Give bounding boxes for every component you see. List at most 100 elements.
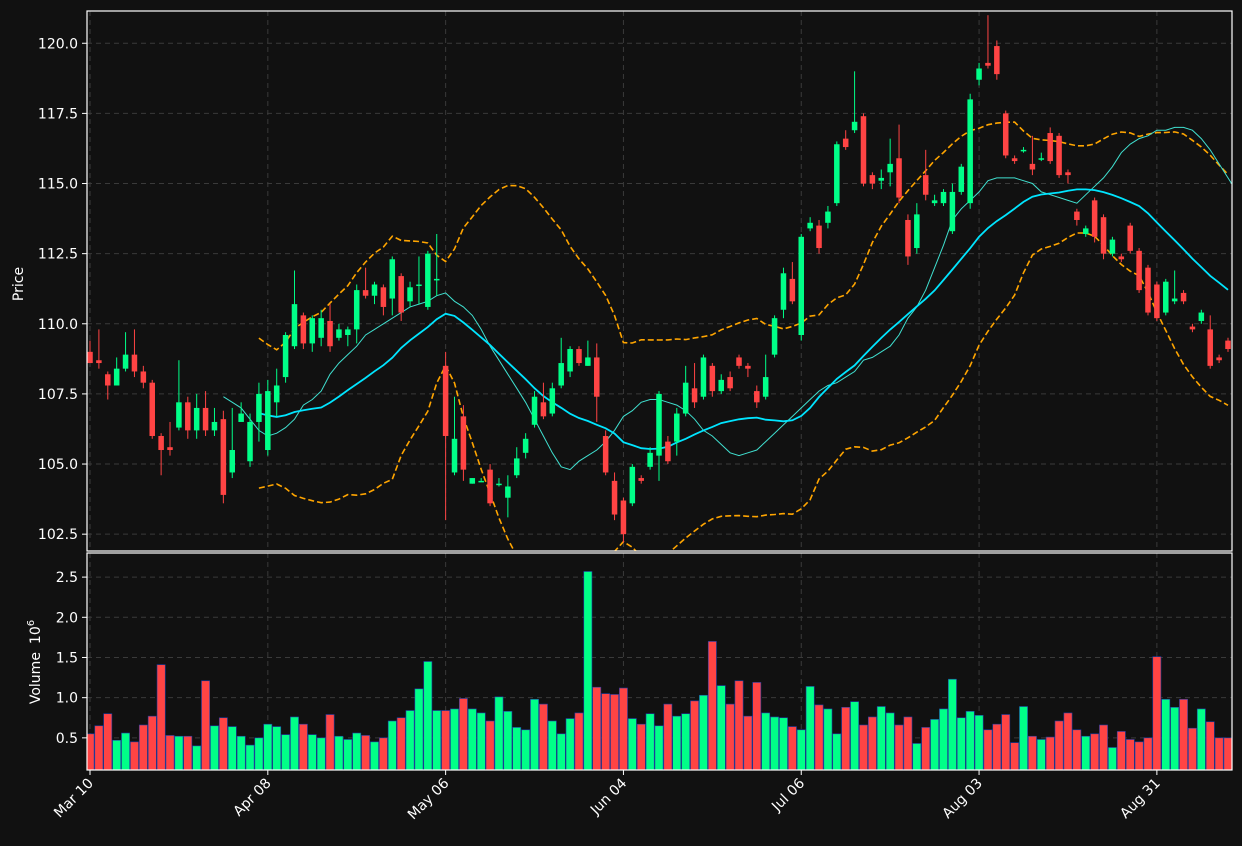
volume-y-axis: 0.51.01.52.02.5 <box>56 570 87 747</box>
volume-bar <box>1028 736 1036 770</box>
candle-body <box>612 481 618 515</box>
volume-bar <box>335 736 343 770</box>
volume-bar <box>762 713 770 770</box>
volume-bar <box>797 730 805 770</box>
volume-bar <box>468 709 476 770</box>
volume-bar <box>744 716 752 770</box>
candle-body <box>1003 113 1009 155</box>
upper-band-line <box>259 122 1228 350</box>
volume-bar <box>1011 743 1019 770</box>
candle-body <box>141 371 147 382</box>
volume-bar <box>308 735 316 770</box>
candle-body <box>1199 313 1205 321</box>
candle-body <box>834 144 840 203</box>
volume-tick-label: 1.0 <box>56 691 78 707</box>
volume-bar <box>290 717 298 770</box>
candle-body <box>149 383 155 436</box>
volume-bar <box>753 682 761 770</box>
candle-body <box>372 285 378 296</box>
volume-bar <box>708 641 716 770</box>
volume-bar <box>1233 738 1241 770</box>
candle-body <box>505 486 511 497</box>
volume-bar <box>868 717 876 770</box>
candle-body <box>621 501 627 535</box>
candle-body <box>381 287 387 307</box>
candles <box>87 15 1242 542</box>
candle-body <box>656 394 662 456</box>
volume-bar <box>1037 739 1045 770</box>
volume-bar <box>442 711 450 770</box>
candle-body <box>1012 158 1018 161</box>
candle-body <box>630 467 636 503</box>
candle-body <box>1207 329 1213 365</box>
candle-body <box>558 363 564 385</box>
volume-bar <box>1055 721 1063 770</box>
volume-bar <box>175 736 183 770</box>
candle-body <box>523 439 529 453</box>
volume-bar <box>522 730 530 770</box>
candle-body <box>1083 228 1089 234</box>
candle-body <box>310 318 316 343</box>
volume-bar <box>646 714 654 770</box>
candle-body <box>1181 293 1187 301</box>
candle-body <box>585 357 591 365</box>
candle-body <box>185 402 191 430</box>
candle-body <box>212 422 218 430</box>
volume-bar <box>690 701 698 770</box>
candle-body <box>1110 240 1116 254</box>
candle-body <box>301 315 307 343</box>
volume-bar <box>851 702 859 770</box>
volume-bar <box>993 724 1001 770</box>
candle-body <box>514 458 520 475</box>
volume-bar <box>1188 728 1196 770</box>
volume-bar <box>264 724 272 770</box>
price-tick-label: 117.5 <box>38 106 78 122</box>
candle-body <box>318 318 324 338</box>
volume-bar <box>370 742 378 770</box>
volume-bar <box>815 705 823 770</box>
candle-body <box>354 290 360 329</box>
volume-bar <box>717 686 725 770</box>
volume-bar <box>735 681 743 770</box>
volume-bar <box>504 711 512 770</box>
volume-bar <box>210 726 218 770</box>
candle-body <box>194 408 200 430</box>
candle-body <box>816 226 822 248</box>
candle-body <box>950 192 956 231</box>
candle-body <box>647 453 653 467</box>
volume-bar <box>486 721 494 770</box>
candle-body <box>176 402 182 427</box>
candle-body <box>336 329 342 337</box>
volume-bar <box>913 743 921 770</box>
volume-bar <box>1179 699 1187 770</box>
candle-body <box>976 69 982 80</box>
candle-body <box>843 139 849 147</box>
candle-body <box>576 349 582 363</box>
volume-bar <box>566 719 574 770</box>
candle-body <box>345 329 351 335</box>
volume-bar <box>886 713 894 770</box>
volume-bar <box>593 687 601 770</box>
volume-bar <box>788 727 796 770</box>
volume-tick-label: 2.5 <box>56 570 78 586</box>
candle-body <box>905 220 911 256</box>
volume-bar <box>637 724 645 770</box>
candle-body <box>852 122 858 130</box>
candle-body <box>470 478 476 484</box>
candle-body <box>1056 136 1062 175</box>
volume-bar <box>157 665 165 770</box>
candle-body <box>487 470 493 504</box>
candle-body <box>87 352 93 363</box>
volume-bar <box>121 733 129 770</box>
candle-body <box>736 357 742 365</box>
volume-bar <box>548 721 556 770</box>
volume-bar <box>619 688 627 770</box>
volume-bar <box>948 679 956 770</box>
candle-body <box>994 46 1000 74</box>
price-tick-label: 110.0 <box>38 317 78 333</box>
volume-bar <box>95 726 103 770</box>
volume-bar <box>1171 707 1179 770</box>
volume-bar <box>530 699 538 770</box>
